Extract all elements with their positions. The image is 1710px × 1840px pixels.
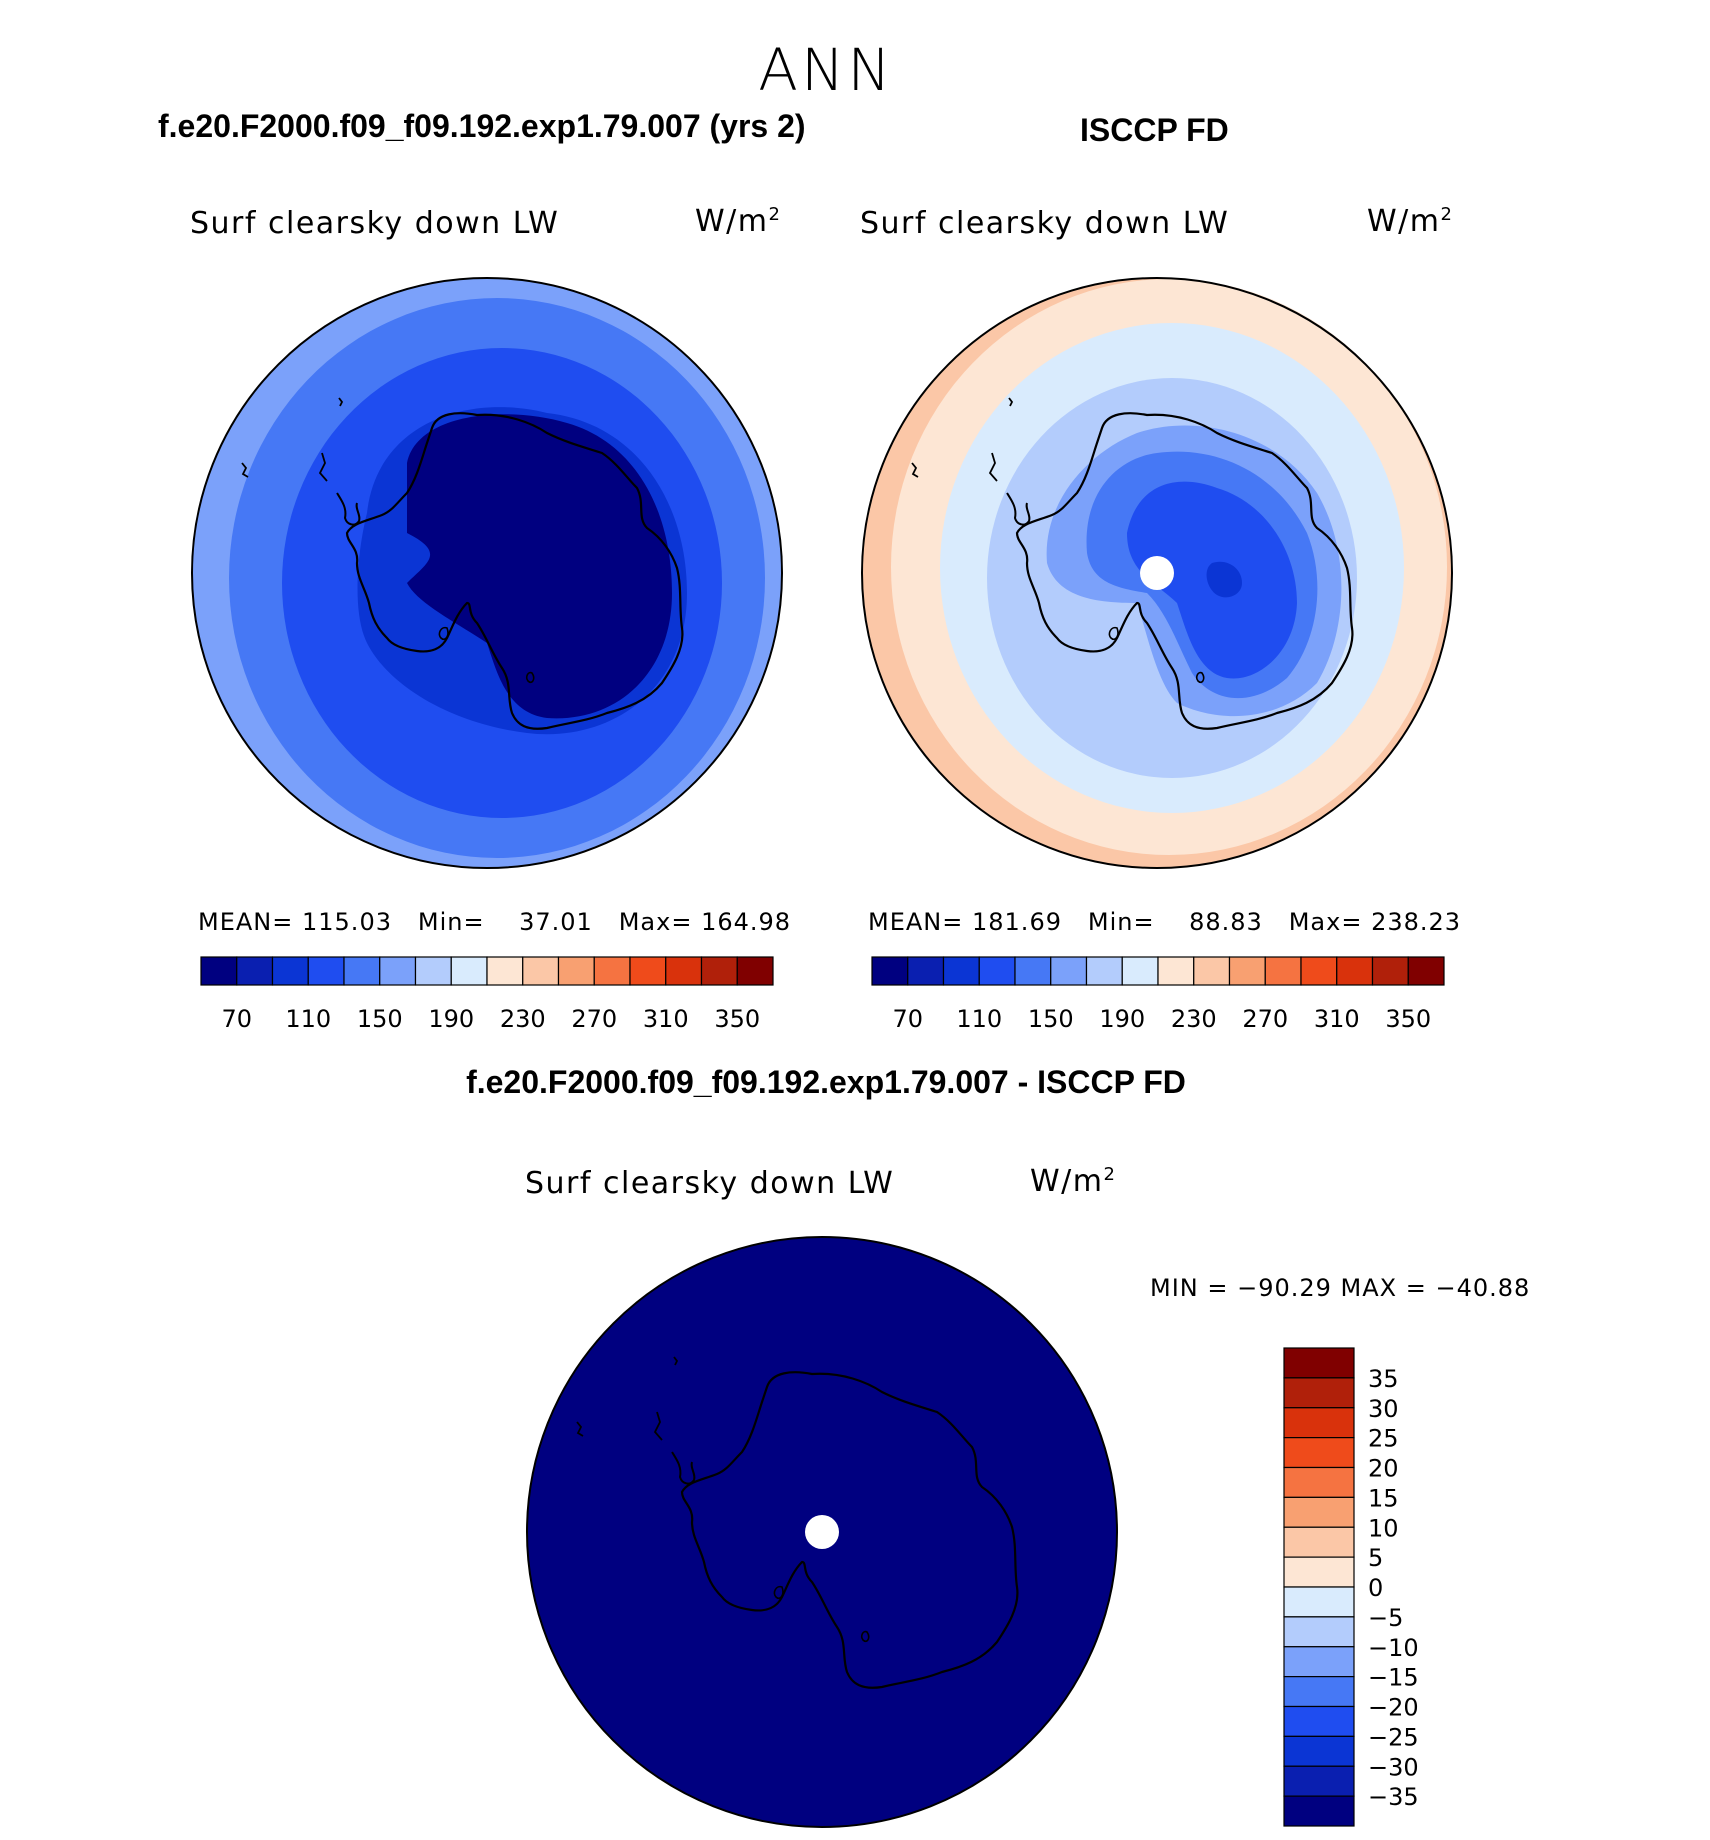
obs-map — [861, 277, 1453, 869]
colorbar-tick-label: 70 — [892, 1005, 923, 1033]
model-stats: MEAN= 115.03 Min= 37.01 Max= 164.98 — [198, 908, 792, 936]
obs-units-label: W/m2 — [1367, 204, 1454, 239]
colorbar-tick-label: 270 — [1242, 1005, 1288, 1033]
colorbar-box — [1085, 956, 1123, 986]
colorbar-box — [1407, 956, 1445, 986]
colorbar-tick-label: −5 — [1368, 1604, 1403, 1632]
colorbar-box — [1336, 956, 1374, 986]
colorbar-box — [1283, 1676, 1355, 1708]
obs-stats: MEAN= 181.69 Min= 88.83 Max= 238.23 — [868, 908, 1462, 936]
colorbar-box — [1283, 1377, 1355, 1409]
colorbar-tick-label: −10 — [1368, 1634, 1419, 1662]
colorbar-box — [1283, 1765, 1355, 1797]
colorbar-box — [1283, 1795, 1355, 1827]
colorbar-tick-label: 70 — [221, 1005, 252, 1033]
colorbar-box — [236, 956, 274, 986]
colorbar-tick-label: −20 — [1368, 1694, 1419, 1722]
colorbar-tick-label: −25 — [1368, 1723, 1419, 1751]
colorbar-box — [629, 956, 667, 986]
colorbar-box — [736, 956, 774, 986]
colorbar-tick-label: 190 — [428, 1005, 474, 1033]
colorbar-tick-label: 190 — [1099, 1005, 1145, 1033]
colorbar-box — [1283, 1526, 1355, 1558]
colorbar-tick-label: 15 — [1368, 1484, 1399, 1512]
colorbar-box — [307, 956, 345, 986]
colorbar-tick-label: 150 — [357, 1005, 403, 1033]
colorbar-box — [414, 956, 452, 986]
difference-variable-label: Surf clearsky down LW — [525, 1166, 895, 1201]
colorbar-box — [1371, 956, 1409, 986]
colorbar-tick-label: 5 — [1368, 1544, 1383, 1572]
difference-map — [526, 1236, 1118, 1828]
colorbar-box — [1193, 956, 1231, 986]
colorbar-tick-label: 230 — [1171, 1005, 1217, 1033]
colorbar-box — [907, 956, 945, 986]
difference-minmax: MIN = −90.29 MAX = −40.88 — [1150, 1274, 1531, 1302]
colorbar-box — [1157, 956, 1195, 986]
colorbar-box — [1014, 956, 1052, 986]
colorbar-box — [1264, 956, 1302, 986]
colorbar-tick-label: −35 — [1368, 1783, 1419, 1811]
model-units-label: W/m2 — [695, 204, 782, 239]
colorbar-tick-label: 350 — [1385, 1005, 1431, 1033]
colorbar-box — [200, 956, 238, 986]
colorbar-box — [1283, 1496, 1355, 1528]
difference-case-title: f.e20.F2000.f09_f09.192.exp1.79.007 - IS… — [466, 1064, 1186, 1100]
colorbar-box — [1283, 1437, 1355, 1469]
colorbar-box — [593, 956, 631, 986]
colorbar-box — [1050, 956, 1088, 986]
model-map — [191, 277, 783, 869]
colorbar-tick-label: −15 — [1368, 1664, 1419, 1692]
colorbar-box — [486, 956, 524, 986]
colorbar-box — [1228, 956, 1266, 986]
colorbar-tick-label: 270 — [571, 1005, 617, 1033]
difference-units-label: W/m2 — [1030, 1164, 1117, 1199]
obs-case-title: ISCCP FD — [1080, 112, 1229, 148]
colorbar-box — [1121, 956, 1159, 986]
colorbar-box — [700, 956, 738, 986]
model-case-title: f.e20.F2000.f09_f09.192.exp1.79.007 (yrs… — [158, 108, 806, 144]
colorbar-tick-label: 230 — [500, 1005, 546, 1033]
colorbar-box — [1283, 1466, 1355, 1498]
colorbar-tick-label: 35 — [1368, 1365, 1399, 1393]
colorbar-tick-label: −30 — [1368, 1753, 1419, 1781]
colorbar-box — [1283, 1735, 1355, 1767]
colorbar-box — [1300, 956, 1338, 986]
model-variable-label: Surf clearsky down LW — [190, 206, 560, 241]
colorbar-box — [1283, 1407, 1355, 1439]
model-colorbar: 70 110 150 190 230 270 310 350 — [200, 956, 774, 1033]
colorbar-tick-label: 110 — [956, 1005, 1002, 1033]
colorbar-box — [379, 956, 417, 986]
colorbar-box — [1283, 1556, 1355, 1588]
colorbar-tick-label: 110 — [285, 1005, 331, 1033]
colorbar-tick-label: 350 — [714, 1005, 760, 1033]
colorbar-box — [665, 956, 703, 986]
colorbar-box — [1283, 1646, 1355, 1678]
colorbar-tick-label: 10 — [1368, 1514, 1399, 1542]
obs-colorbar: 70 110 150 190 230 270 310 350 — [871, 956, 1445, 1033]
colorbar-tick-label: 310 — [1314, 1005, 1360, 1033]
colorbar-tick-label: 25 — [1368, 1425, 1399, 1453]
colorbar-box — [450, 956, 488, 986]
colorbar-tick-label: 150 — [1028, 1005, 1074, 1033]
colorbar-box — [1283, 1616, 1355, 1648]
colorbar-box — [1283, 1705, 1355, 1737]
colorbar-tick-label: 20 — [1368, 1455, 1399, 1483]
colorbar-tick-label: 310 — [643, 1005, 689, 1033]
colorbar-box — [942, 956, 980, 986]
colorbar-box — [1283, 1347, 1355, 1379]
colorbar-tick-label: 0 — [1368, 1574, 1383, 1602]
colorbar-box — [343, 956, 381, 986]
colorbar-tick-label: 30 — [1368, 1395, 1399, 1423]
colorbar-box — [522, 956, 560, 986]
colorbar-box — [978, 956, 1016, 986]
page-title: ANN — [758, 36, 894, 104]
colorbar-box — [557, 956, 595, 986]
colorbar-box — [871, 956, 909, 986]
colorbar-box — [1283, 1586, 1355, 1618]
obs-variable-label: Surf clearsky down LW — [860, 206, 1230, 241]
colorbar-box — [271, 956, 309, 986]
